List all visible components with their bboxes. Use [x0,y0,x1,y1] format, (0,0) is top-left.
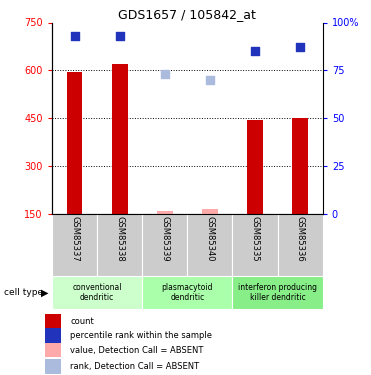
Text: GSM85337: GSM85337 [70,216,79,261]
Bar [142,276,233,309]
Bar [278,214,323,276]
Title: GDS1657 / 105842_at: GDS1657 / 105842_at [118,8,256,21]
Bar [97,214,142,276]
Point [252,48,258,54]
Text: GSM85338: GSM85338 [115,216,124,261]
Bar [45,343,61,357]
Bar [67,72,82,214]
Text: GSM85335: GSM85335 [250,216,260,261]
Point [117,33,123,39]
Point [162,71,168,77]
Point [297,44,303,50]
Bar [45,314,61,328]
Bar [52,214,97,276]
Bar [112,64,128,214]
Text: count: count [70,316,94,326]
Bar [202,209,218,214]
Bar [233,276,323,309]
Point [72,33,78,39]
Text: ▶: ▶ [41,288,48,297]
Text: cell type: cell type [4,288,43,297]
Text: percentile rank within the sample: percentile rank within the sample [70,331,213,340]
Text: GSM85339: GSM85339 [160,216,169,261]
Bar [187,214,233,276]
Bar [157,210,173,214]
Text: conventional
dendritic: conventional dendritic [72,283,122,302]
Bar [45,328,61,343]
Text: plasmacytoid
dendritic: plasmacytoid dendritic [162,283,213,302]
Bar [292,118,308,214]
Point [207,77,213,83]
Bar [142,214,187,276]
Bar [247,120,263,214]
Bar [52,276,142,309]
Text: GSM85336: GSM85336 [296,216,305,261]
Text: rank, Detection Call = ABSENT: rank, Detection Call = ABSENT [70,362,200,371]
Bar [45,359,61,374]
Text: GSM85340: GSM85340 [206,216,214,261]
Text: value, Detection Call = ABSENT: value, Detection Call = ABSENT [70,346,204,355]
Bar [233,214,278,276]
Text: interferon producing
killer dendritic: interferon producing killer dendritic [238,283,317,302]
